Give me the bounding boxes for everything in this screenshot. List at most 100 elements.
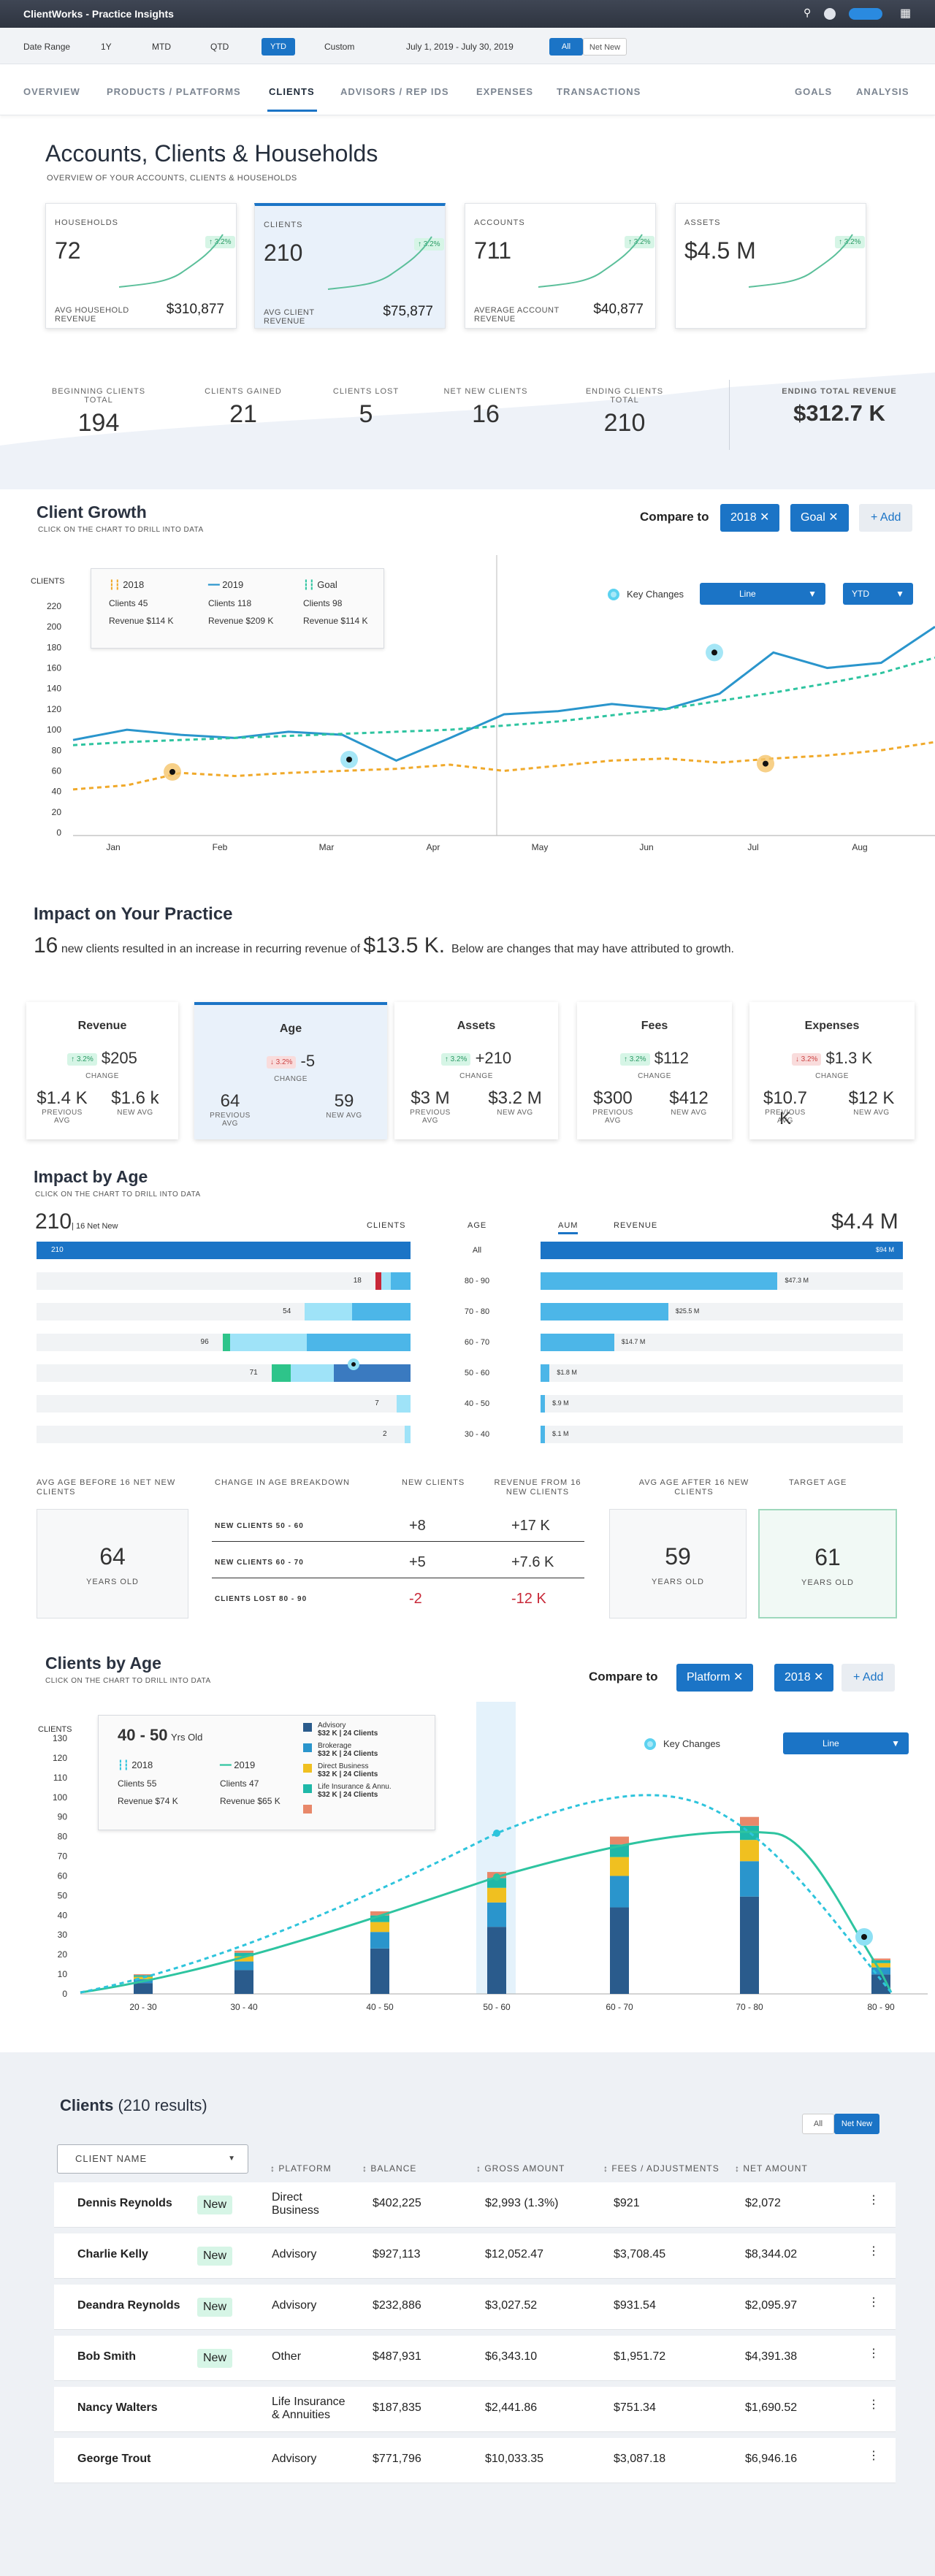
compare-chip-2018[interactable]: 2018 ✕ xyxy=(720,504,780,532)
stack-bar-segment[interactable] xyxy=(134,1983,153,1994)
table-row[interactable]: Dennis Reynolds New Direct Business $402,22… xyxy=(54,2182,896,2228)
range-mtd[interactable]: MTD xyxy=(152,42,171,52)
stack-bar-segment[interactable] xyxy=(370,1915,389,1922)
range-custom[interactable]: Custom xyxy=(324,42,355,52)
clients-bar-2019[interactable] xyxy=(334,1364,411,1382)
stack-bar-segment[interactable] xyxy=(234,1961,253,1971)
stack-bar-segment[interactable] xyxy=(610,1876,629,1908)
tab-transactions[interactable]: TRANSACTIONS xyxy=(557,86,641,97)
table-row[interactable]: Deandra Reynolds New Advisory $232,886 $3,02… xyxy=(54,2285,896,2330)
clients-bar-2019[interactable] xyxy=(307,1334,411,1351)
compare-chip-2018-age[interactable]: 2018 ✕ xyxy=(774,1664,834,1692)
row-menu-icon[interactable]: ⋮ xyxy=(868,2245,879,2258)
add-compare-age-button[interactable]: + Add xyxy=(842,1664,896,1692)
aum-bar[interactable]: $.1 M xyxy=(541,1426,569,1443)
stack-bar-segment[interactable] xyxy=(610,1836,629,1845)
toggle-net-new[interactable]: Net New xyxy=(583,38,627,56)
impact-card-assets[interactable]: Assets ↑ 3.2% +210 CHANGE $3 M PREVIOUS AVG $… xyxy=(394,1002,558,1139)
row-menu-icon[interactable]: ⋮ xyxy=(868,2296,879,2309)
table-row[interactable]: Nancy Walters Life Insurance & Annuities $… xyxy=(54,2387,896,2432)
help-icon[interactable] xyxy=(824,8,836,20)
range-ytd[interactable]: YTD xyxy=(262,38,295,56)
assets-card[interactable]: ASSETS $4.5 M ↑ 3.2% xyxy=(675,203,866,329)
client-growth-chart[interactable]: 0 20 40 60 80 100 120 140 160 180 200 220 Jan Feb Mar A… xyxy=(0,555,935,862)
stack-bar-segment[interactable] xyxy=(370,1911,389,1916)
stack-bar-segment[interactable] xyxy=(740,1896,759,1994)
stack-bar-segment[interactable] xyxy=(740,1840,759,1862)
filter-net-new[interactable]: Net New xyxy=(834,2114,879,2134)
stack-bar-segment[interactable] xyxy=(134,1975,153,1977)
compare-chip-goal[interactable]: Goal ✕ xyxy=(790,504,849,532)
range-1y[interactable]: 1Y xyxy=(101,42,112,52)
revenue-tab[interactable]: REVENUE xyxy=(614,1221,658,1230)
stack-bar-segment[interactable] xyxy=(370,1948,389,1994)
aum-tab[interactable]: AUM xyxy=(558,1221,579,1234)
stack-bar-segment[interactable] xyxy=(487,1878,506,1888)
client-name[interactable]: Charlie Kelly xyxy=(77,2248,148,2260)
series-line-goal[interactable] xyxy=(72,657,935,746)
aum-bar[interactable]: $14.7 M xyxy=(541,1334,645,1351)
impact-card-fees[interactable]: Fees ↑ 3.2% $112 CHANGE $300 PREVIOUS AVG $41… xyxy=(577,1002,732,1139)
client-name[interactable]: Dennis Reynolds xyxy=(77,2197,172,2209)
stack-bar-segment[interactable] xyxy=(234,1950,253,1953)
row-menu-icon[interactable]: ⋮ xyxy=(868,2194,879,2206)
row-menu-icon[interactable]: ⋮ xyxy=(868,2347,879,2360)
client-name[interactable]: Bob Smith xyxy=(77,2350,136,2363)
stack-bar-segment[interactable] xyxy=(487,1902,506,1927)
clients-bar-2019[interactable] xyxy=(391,1272,411,1290)
stack-bar-segment[interactable] xyxy=(871,1958,890,1960)
byage-chart-type-select[interactable]: Line ▼ xyxy=(783,1732,909,1754)
stack-bar-segment[interactable] xyxy=(871,1962,890,1968)
col-balance[interactable]: ↕ BALANCE xyxy=(362,2163,417,2174)
stack-bar-segment[interactable] xyxy=(487,1887,506,1903)
series-line-2018[interactable] xyxy=(72,741,935,791)
table-row[interactable]: George Trout Advisory $771,796 $10,033.35 $3… xyxy=(54,2438,896,2483)
row-menu-icon[interactable]: ⋮ xyxy=(868,2450,879,2462)
row-menu-icon[interactable]: ⋮ xyxy=(868,2399,879,2411)
impact-card-revenue[interactable]: Revenue ↑ 3.2% $205 CHANGE $1.4 K PREVIOUS A… xyxy=(26,1002,178,1139)
toggle-all[interactable]: All xyxy=(549,38,583,56)
impact-card-age[interactable]: Age ↓ 3.2% -5 CHANGE 64 PREVIOUS AVG 59 NEW AV… xyxy=(194,1002,387,1139)
chart-type-select[interactable]: Line ▼ xyxy=(700,583,825,605)
tab-goals[interactable]: GOALS xyxy=(795,86,833,97)
tab-advisors[interactable]: ADVISORS / REP IDS xyxy=(340,86,449,97)
series-line-2019[interactable] xyxy=(72,625,935,763)
col-gross[interactable]: ↕ GROSS AMOUNT xyxy=(476,2163,565,2174)
date-range-value[interactable]: July 1, 2019 - July 30, 2019 xyxy=(406,42,514,52)
col-fees[interactable]: ↕ FEES / ADJUSTMENTS xyxy=(603,2163,720,2174)
compare-chip-platform[interactable]: Platform ✕ xyxy=(676,1664,754,1692)
client-name[interactable]: George Trout xyxy=(77,2453,151,2465)
stack-bar-segment[interactable] xyxy=(234,1952,253,1957)
filter-all[interactable]: All xyxy=(802,2114,834,2134)
aum-bar[interactable]: $.9 M xyxy=(541,1395,569,1413)
search-icon[interactable]: ⚲ xyxy=(804,7,812,18)
key-change-dot[interactable] xyxy=(861,1934,867,1940)
clients-bar[interactable]: 2 xyxy=(383,1426,411,1443)
col-net[interactable]: ↕ NET AMOUNT xyxy=(735,2163,808,2174)
impact-card-expenses[interactable]: Expenses ↓ 3.2% $1.3 K CHANGE $10.7 K PREVIO… xyxy=(749,1002,915,1139)
series-line-2019[interactable] xyxy=(80,1830,893,1994)
key-change-dot[interactable] xyxy=(493,1873,500,1881)
notifications-toggle[interactable] xyxy=(849,8,882,20)
apps-grid-icon[interactable]: ▦ xyxy=(900,7,912,20)
stack-bar-segment[interactable] xyxy=(134,1974,153,1976)
series-line-2018[interactable] xyxy=(80,1794,893,1994)
clients-bar-2019[interactable] xyxy=(352,1303,411,1321)
age-key-marker[interactable] xyxy=(348,1358,359,1370)
stack-bar-segment[interactable] xyxy=(610,1907,629,1994)
range-qtd[interactable]: QTD xyxy=(210,42,229,52)
clients-bar[interactable]: 210 xyxy=(37,1242,411,1259)
stack-bar-segment[interactable] xyxy=(370,1932,389,1949)
tab-clients[interactable]: CLIENTS xyxy=(269,86,315,97)
clients-card[interactable]: CLIENTS 210 ↑ 3.2% AVG CLIENT REVENUE $7… xyxy=(254,203,446,329)
stack-bar-segment[interactable] xyxy=(487,1927,506,1994)
key-change-dot[interactable] xyxy=(493,1830,500,1837)
key-change-dot[interactable] xyxy=(346,756,352,763)
stack-bar-segment[interactable] xyxy=(740,1861,759,1897)
stack-bar-segment[interactable] xyxy=(370,1922,389,1933)
clients-bar[interactable]: 7 xyxy=(375,1395,411,1413)
aum-bar[interactable]: $94 M xyxy=(541,1242,903,1259)
stack-bar-segment[interactable] xyxy=(610,1857,629,1876)
aum-bar[interactable]: $25.5 M xyxy=(541,1303,699,1321)
aum-bar[interactable]: $47.3 M xyxy=(541,1272,809,1290)
